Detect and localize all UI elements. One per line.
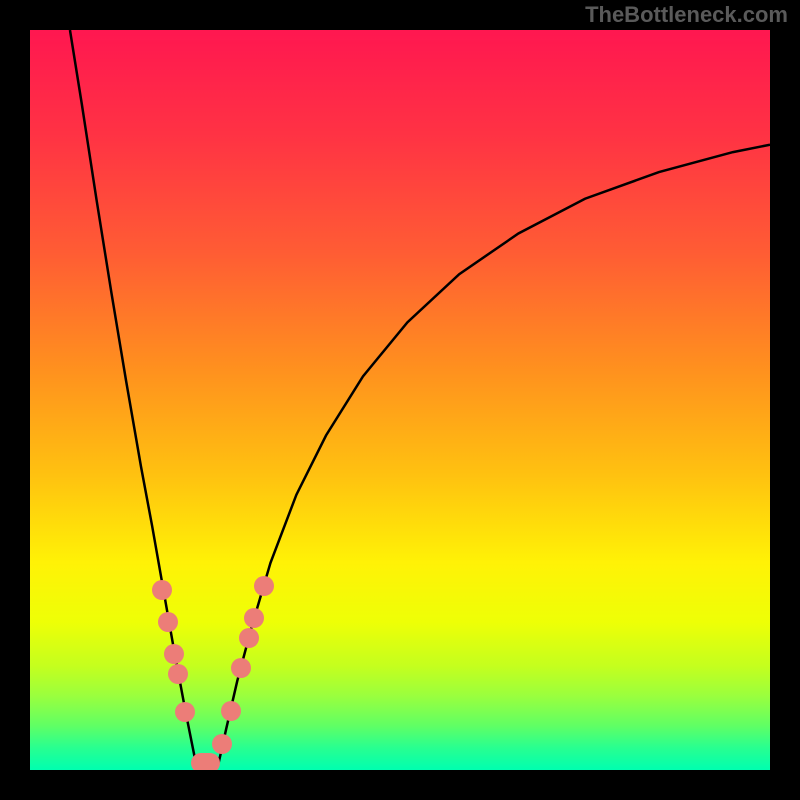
data-marker [244, 608, 264, 628]
data-marker [231, 658, 251, 678]
data-marker [239, 628, 259, 648]
data-marker [221, 701, 241, 721]
data-marker [164, 644, 184, 664]
data-marker [158, 612, 178, 632]
plot-area [30, 30, 770, 770]
data-marker [152, 580, 172, 600]
gradient-background [30, 30, 770, 770]
chart-svg [30, 30, 770, 770]
watermark-text: TheBottleneck.com [585, 2, 788, 28]
data-marker [175, 702, 195, 722]
data-marker [212, 734, 232, 754]
data-marker [254, 576, 274, 596]
data-marker-pill [191, 753, 221, 770]
data-marker [168, 664, 188, 684]
